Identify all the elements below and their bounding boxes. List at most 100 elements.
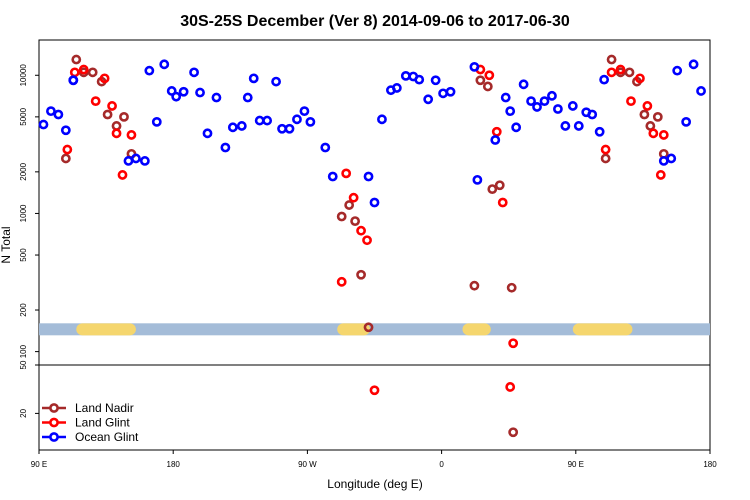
land-glint-point [369,385,380,396]
land-nadir-point [482,81,493,92]
ocean-glint-point [171,91,182,102]
land-nadir-point [87,67,98,78]
ocean-glint-point [469,61,480,72]
x-tick-label: 180 [167,460,181,469]
land-nadir-point [363,322,374,333]
ocean-glint-point [666,153,677,164]
ocean-glint-point [445,86,456,97]
ocean-glint-point [511,122,522,133]
land-glint-point [626,96,636,107]
land-glint-point [107,101,117,111]
ocean-glint-point [500,92,511,103]
ocean-glint-point [532,102,542,112]
y-tick-label: 1000 [19,204,28,222]
ocean-glint-point [277,123,287,134]
ocean-glint-point [123,156,134,166]
land-glint-point [491,126,502,137]
ocean-glint-point [573,121,584,131]
upper-panel: 100 200 500 1000 2000 5000 10000 [19,39,711,366]
ocean-glint-point [599,74,610,85]
ocean-glint-point [220,142,231,153]
ocean-glint-point [587,109,598,120]
ocean-glint-point [211,92,222,103]
ocean-glint-point [363,171,374,182]
ocean-glint-point [195,87,205,98]
ocean-glint-point [518,79,529,90]
land-glint-point [99,73,110,84]
ocean-glint-point [681,116,692,127]
y-tick-label: 2000 [19,162,28,180]
ocean-glint-point [438,88,448,99]
land-nadir-point [506,282,517,293]
land-glint-point [78,64,89,75]
ocean-glint-point [391,83,402,93]
land-nadir-point [600,153,611,164]
ocean-glint-point [672,65,683,76]
x-axis: 90 E 180 90 W 0 90 E 180 [31,450,717,469]
chart-title: 30S-25S December (Ver 8) 2014-09-06 to 2… [180,13,570,30]
ocean-glint-point [254,115,265,126]
ocean-glint-point [139,156,150,166]
land-glint-point [484,70,495,81]
x-tick-label: 90 W [298,460,317,469]
land-segment [76,323,136,336]
ocean-glint-point [166,86,177,96]
legend-marker-land-glint [49,417,59,428]
ocean-glint-point [320,142,331,153]
y-tick-label: 200 [19,303,28,317]
ocean-glint-point [53,109,64,120]
land-glint-point [648,128,659,139]
land-nadir-point [624,67,635,78]
land-segment [572,323,633,336]
y-axis-label: N Total [0,226,13,263]
ocean-glint-point [271,76,281,87]
land-glint-point [356,225,366,236]
ocean-glint-point [423,94,434,105]
land-glint-point [635,73,645,84]
ocean-glint-point [202,128,213,139]
ocean-glint-point [327,171,338,182]
x-tick-label: 90 E [568,460,584,469]
ocean-glint-point [248,73,259,84]
land-nadir-point [652,111,663,122]
ocean-glint-point [377,114,387,125]
land-nadir-point [71,54,82,65]
x-tick-label: 0 [439,460,444,469]
land-glint-point [362,235,372,246]
ocean-glint-point [38,119,49,130]
land-glint-point [505,382,516,392]
ocean-glint-point [400,70,411,81]
land-glint-point [336,276,347,287]
land-segment [462,323,491,336]
ocean-glint-point [305,116,316,127]
land-nadir-point [336,211,347,222]
ocean-glint-point [505,106,516,117]
ocean-glint-point [144,65,155,76]
land-glint-point [497,197,508,208]
ocean-glint-point [658,156,669,166]
y-tick-label: 100 [19,344,28,358]
ocean-glint-point [284,123,295,134]
land-glint-point [508,338,519,349]
land-nadir-point [350,216,361,227]
legend-marker-ocean-glint [49,432,59,442]
ocean-glint-point [526,96,536,107]
ocean-glint-point [68,75,79,86]
land-glint-point [642,101,653,111]
x-tick-label: 90 E [31,460,47,469]
land-nadir-point [494,180,505,191]
land-glint-point [658,130,669,140]
x-tick-label: 180 [703,460,717,469]
legend-label-land-glint: Land Glint [75,416,130,430]
lower-plot-frame [38,364,711,451]
ocean-glint-point [46,106,56,117]
land-glint-point [615,64,626,75]
y-tick-label: 500 [19,248,28,262]
ocean-bar [39,323,710,336]
land-glint-point [606,67,617,78]
land-nadir-point [645,121,656,131]
data-points [38,54,706,438]
land-nadir-point [606,54,617,65]
